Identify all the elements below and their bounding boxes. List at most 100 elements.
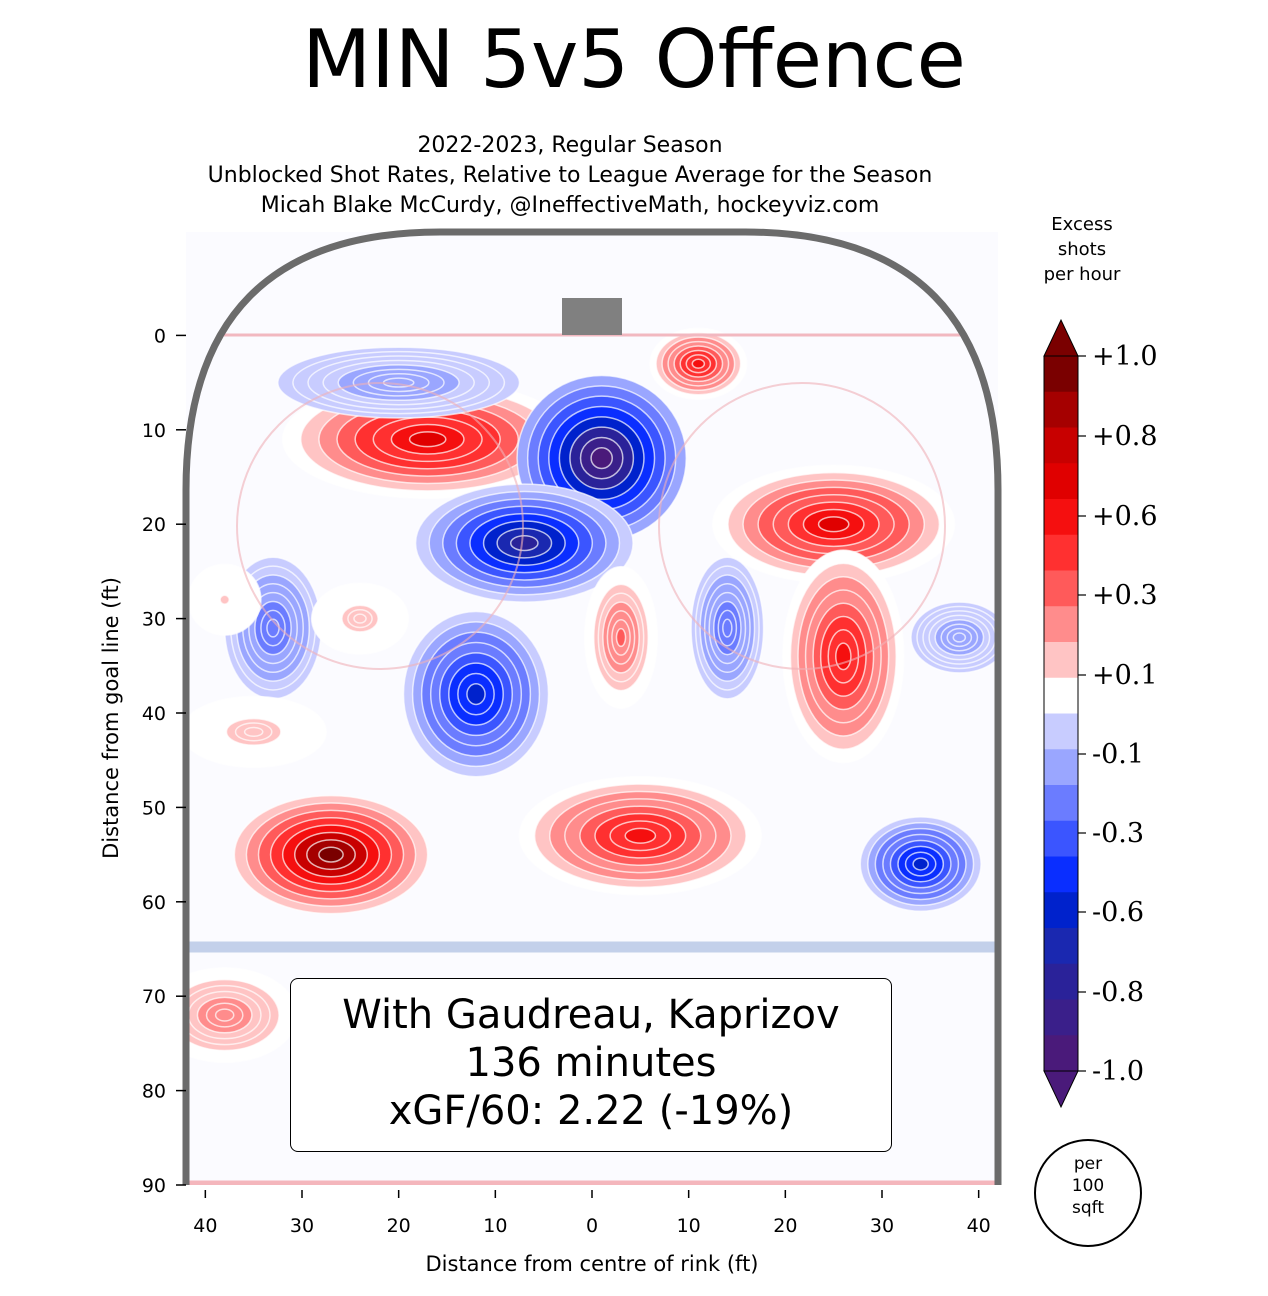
colorbar-segment — [1044, 642, 1078, 679]
colorbar-segment — [1044, 606, 1078, 643]
y-tick-label: 50 — [142, 797, 166, 819]
colorbar-segment — [1044, 820, 1078, 857]
heatmap-layer — [186, 327, 998, 1064]
colorbar: +1.0 +0.8 +0.6 +0.3 +0.1 -0.1 -0.3 -0.6 -0.8 -1.0 — [1043, 318, 1158, 1109]
heat-blob — [402, 610, 550, 778]
colorbar-segment — [1044, 499, 1078, 536]
faceoff-circle-right — [658, 382, 946, 670]
colorbar-segment — [1044, 999, 1078, 1036]
colorbar-title: Excess shots per hour — [1036, 212, 1128, 287]
heat-contour — [624, 827, 657, 844]
y-tick-label: 30 — [142, 609, 166, 631]
heat-contour — [214, 1008, 235, 1022]
goal-net — [562, 298, 622, 335]
heat-contour — [912, 857, 929, 871]
y-tick-label: 40 — [142, 703, 166, 725]
colorbar-tick-label: +0.6 — [1092, 501, 1158, 532]
colorbar-segment — [1044, 892, 1078, 929]
unit-line1: per — [1073, 1154, 1103, 1174]
heat-blob — [649, 327, 748, 400]
rink-boards — [182, 228, 1002, 1185]
heat-blob — [233, 794, 429, 915]
colorbar-segment — [1044, 785, 1078, 822]
x-axis-label: Distance from centre of rink (ft) — [426, 1252, 759, 1276]
heat-blob — [186, 695, 327, 769]
colorbar-segment — [1044, 391, 1078, 428]
colorbar-segment — [1044, 928, 1078, 965]
x-axis: 40 30 20 10 0 10 20 30 40 — [193, 1190, 991, 1237]
x-tick-label: 0 — [586, 1215, 598, 1237]
heat-blob — [910, 601, 998, 674]
page-title: MIN 5v5 Offence — [302, 13, 966, 106]
annotation-box: With Gaudreau, Kaprizov 136 minutes xGF/… — [290, 978, 892, 1152]
unit-line2: 100 — [1071, 1176, 1105, 1196]
subtitle-season: 2022-2023, Regular Season — [417, 133, 723, 158]
colorbar-segment — [1044, 1035, 1078, 1072]
colorbar-tick-label: +0.8 — [1092, 421, 1158, 452]
colorbar-segment — [1044, 713, 1078, 750]
colorbar-title-line3: per hour — [1043, 264, 1121, 285]
colorbar-segment — [1044, 749, 1078, 786]
colorbar-tick-label: -1.0 — [1092, 1056, 1144, 1087]
heat-contour — [722, 618, 733, 638]
x-tick-label: 10 — [483, 1215, 507, 1237]
heat-contour — [817, 516, 850, 533]
heat-contour — [691, 358, 706, 369]
x-tick-label: 40 — [967, 1215, 991, 1237]
colorbar-segment — [1044, 677, 1078, 714]
heat-contour — [590, 447, 613, 470]
colorbar-tick-label: -0.8 — [1092, 977, 1144, 1008]
colorbar-segment — [1044, 463, 1078, 500]
x-tick-label: 20 — [773, 1215, 797, 1237]
heat-contour — [219, 594, 230, 605]
unit-line3: sqft — [1072, 1198, 1104, 1218]
heat-blob — [712, 464, 956, 584]
annotation-line2: 136 minutes — [465, 1040, 717, 1086]
heat-contour — [243, 726, 264, 738]
heat-blob — [310, 582, 410, 655]
heat-blob — [584, 565, 658, 710]
colorbar-segment — [1044, 356, 1078, 393]
heat-blob — [690, 556, 765, 700]
annotation-line3: xGF/60: 2.22 (-19%) — [388, 1088, 794, 1134]
y-axis: 0 10 20 30 40 50 60 70 80 90 — [142, 325, 186, 1197]
y-tick-label: 20 — [142, 514, 166, 536]
colorbar-segment — [1044, 534, 1078, 571]
colorbar-segment — [1044, 963, 1078, 1000]
y-tick-label: 10 — [142, 420, 166, 442]
colorbar-segment — [1044, 570, 1078, 607]
colorbar-segment — [1044, 856, 1078, 893]
heat-blob — [187, 563, 262, 636]
heat-contour — [408, 431, 447, 448]
heat-contour — [466, 683, 486, 706]
x-tick-label: 10 — [677, 1215, 701, 1237]
heat-blob — [782, 549, 905, 764]
colorbar-tick-label: +1.0 — [1092, 341, 1158, 372]
y-tick-label: 70 — [142, 986, 166, 1008]
heat-contour — [952, 632, 967, 643]
x-tick-label: 30 — [870, 1215, 894, 1237]
x-tick-label: 40 — [193, 1215, 217, 1237]
heat-blob — [518, 775, 762, 896]
y-tick-label: 60 — [142, 892, 166, 914]
y-tick-label: 0 — [154, 325, 166, 347]
y-tick-label: 80 — [142, 1081, 166, 1103]
y-axis-label: Distance from goal line (ft) — [99, 577, 123, 859]
colorbar-title-line2: shots — [1057, 239, 1107, 260]
heat-contour — [509, 534, 539, 552]
heat-contour — [615, 627, 627, 648]
subtitle-description: Unblocked Shot Rates, Relative to League… — [207, 163, 933, 188]
colorbar-extend-max — [1043, 318, 1079, 357]
heat-contour — [835, 642, 852, 671]
colorbar-tick-label: +0.1 — [1092, 660, 1158, 691]
heat-blob — [186, 967, 298, 1064]
unit-circle: per 100 sqft — [1034, 1139, 1142, 1247]
heat-contour — [353, 613, 367, 624]
faceoff-circle-left — [236, 382, 524, 670]
heat-blob — [414, 483, 634, 603]
colorbar-tick-label: -0.1 — [1092, 739, 1144, 770]
colorbar-tick-label: +0.3 — [1092, 580, 1158, 611]
colorbar-segment — [1044, 427, 1078, 464]
x-tick-label: 30 — [290, 1215, 314, 1237]
heat-blob — [277, 346, 521, 419]
